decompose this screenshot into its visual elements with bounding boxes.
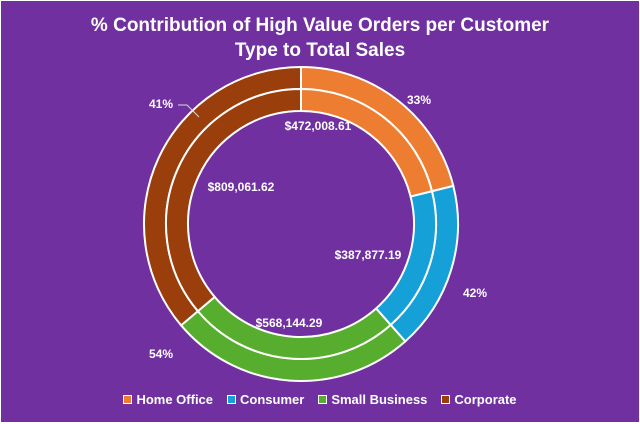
inner-ring-slice-corporate[interactable]: [165, 87, 302, 313]
legend-item-home-office[interactable]: Home Office: [123, 392, 213, 407]
outer-label-small-business: 54%: [149, 347, 173, 361]
outer-label-home-office: 33%: [407, 93, 431, 107]
data-labels: $472,008.61 $387,877.19 $568,144.29 $809,06…: [149, 93, 487, 361]
legend-swatch-small-business: [318, 395, 328, 404]
legend-label-corporate: Corporate: [454, 392, 517, 407]
legend-item-corporate[interactable]: Corporate: [441, 392, 517, 407]
outer-label-consumer: 42%: [463, 286, 487, 300]
inner-ring: [165, 87, 437, 360]
chart-title-line-1: % Contribution of High Value Orders per …: [90, 15, 550, 36]
legend-item-consumer[interactable]: Consumer: [227, 392, 304, 407]
leader-line-corporate: [178, 104, 200, 118]
inner-label-consumer: $387,877.19: [335, 248, 402, 262]
outer-ring: [143, 65, 459, 382]
chart-title: % Contribution of High Value Orders per …: [21, 13, 619, 63]
legend-item-small-business[interactable]: Small Business: [318, 392, 427, 407]
chart-title-line-2: Type to Total Sales: [234, 40, 406, 61]
inner-label-home-office: $472,008.61: [285, 119, 352, 133]
legend: Home Office Consumer Small Business Corp…: [1, 392, 639, 407]
legend-label-home-office: Home Office: [136, 392, 214, 407]
inner-label-corporate: $809,061.62: [208, 180, 275, 194]
legend-label-consumer: Consumer: [240, 392, 305, 407]
legend-swatch-consumer: [227, 395, 237, 404]
legend-swatch-corporate: [441, 395, 451, 404]
legend-label-small-business: Small Business: [331, 392, 428, 407]
outer-label-corporate: 41%: [149, 97, 173, 111]
legend-swatch-home-office: [123, 395, 133, 404]
inner-label-small-business: $568,144.29: [256, 316, 323, 330]
